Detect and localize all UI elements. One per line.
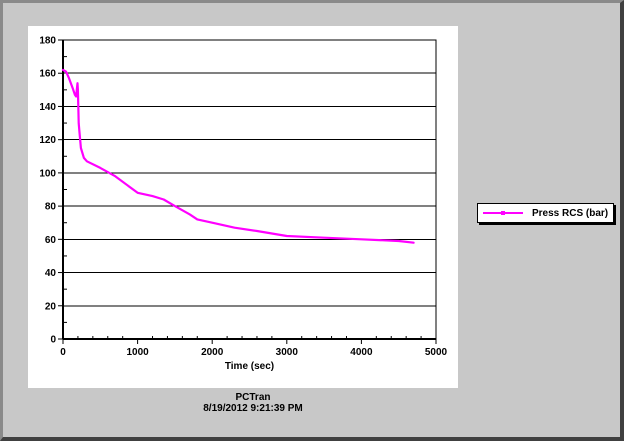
y-tick-label-40: 40 [45,268,57,279]
y-tick-label-0: 0 [50,335,56,346]
x-tick-label-5000: 5000 [425,347,448,358]
y-tick-label-80: 80 [45,202,57,213]
timestamp-text: 8/19/2012 9:21:39 PM [203,403,303,414]
legend-series-label: Press RCS (bar) [532,207,609,219]
y-tick-label-60: 60 [45,235,57,246]
y-tick-label-140: 140 [39,102,56,113]
x-axis-title: Time (sec) [225,361,274,372]
app-name-text: PCTran [235,392,271,403]
pressure-line-chart: 0 20 40 60 80 100 120 140 160 180 0 1000 2000 3000 400… [39,36,448,373]
y-tick-label-180: 180 [39,36,56,47]
x-tick-label-0: 0 [60,347,66,358]
y-tick-label-120: 120 [39,135,56,146]
x-tick-label-4000: 4000 [350,347,373,358]
y-tick-label-160: 160 [39,69,56,80]
plot-panel: 0 20 40 60 80 100 120 140 160 180 0 1000 2000 3000 400… [28,26,458,388]
x-tick-label-3000: 3000 [276,347,299,358]
y-tick-label-100: 100 [39,168,56,179]
chart-legend: Press RCS (bar) [477,203,614,223]
y-tick-label-20: 20 [45,301,57,312]
plot-border [62,39,437,340]
series-line-0 [61,68,415,244]
x-tick-label-1000: 1000 [126,347,149,358]
x-tick-label-2000: 2000 [201,347,224,358]
footer: PCTran 8/19/2012 9:21:39 PM [153,392,353,414]
legend-swatch [483,208,523,218]
